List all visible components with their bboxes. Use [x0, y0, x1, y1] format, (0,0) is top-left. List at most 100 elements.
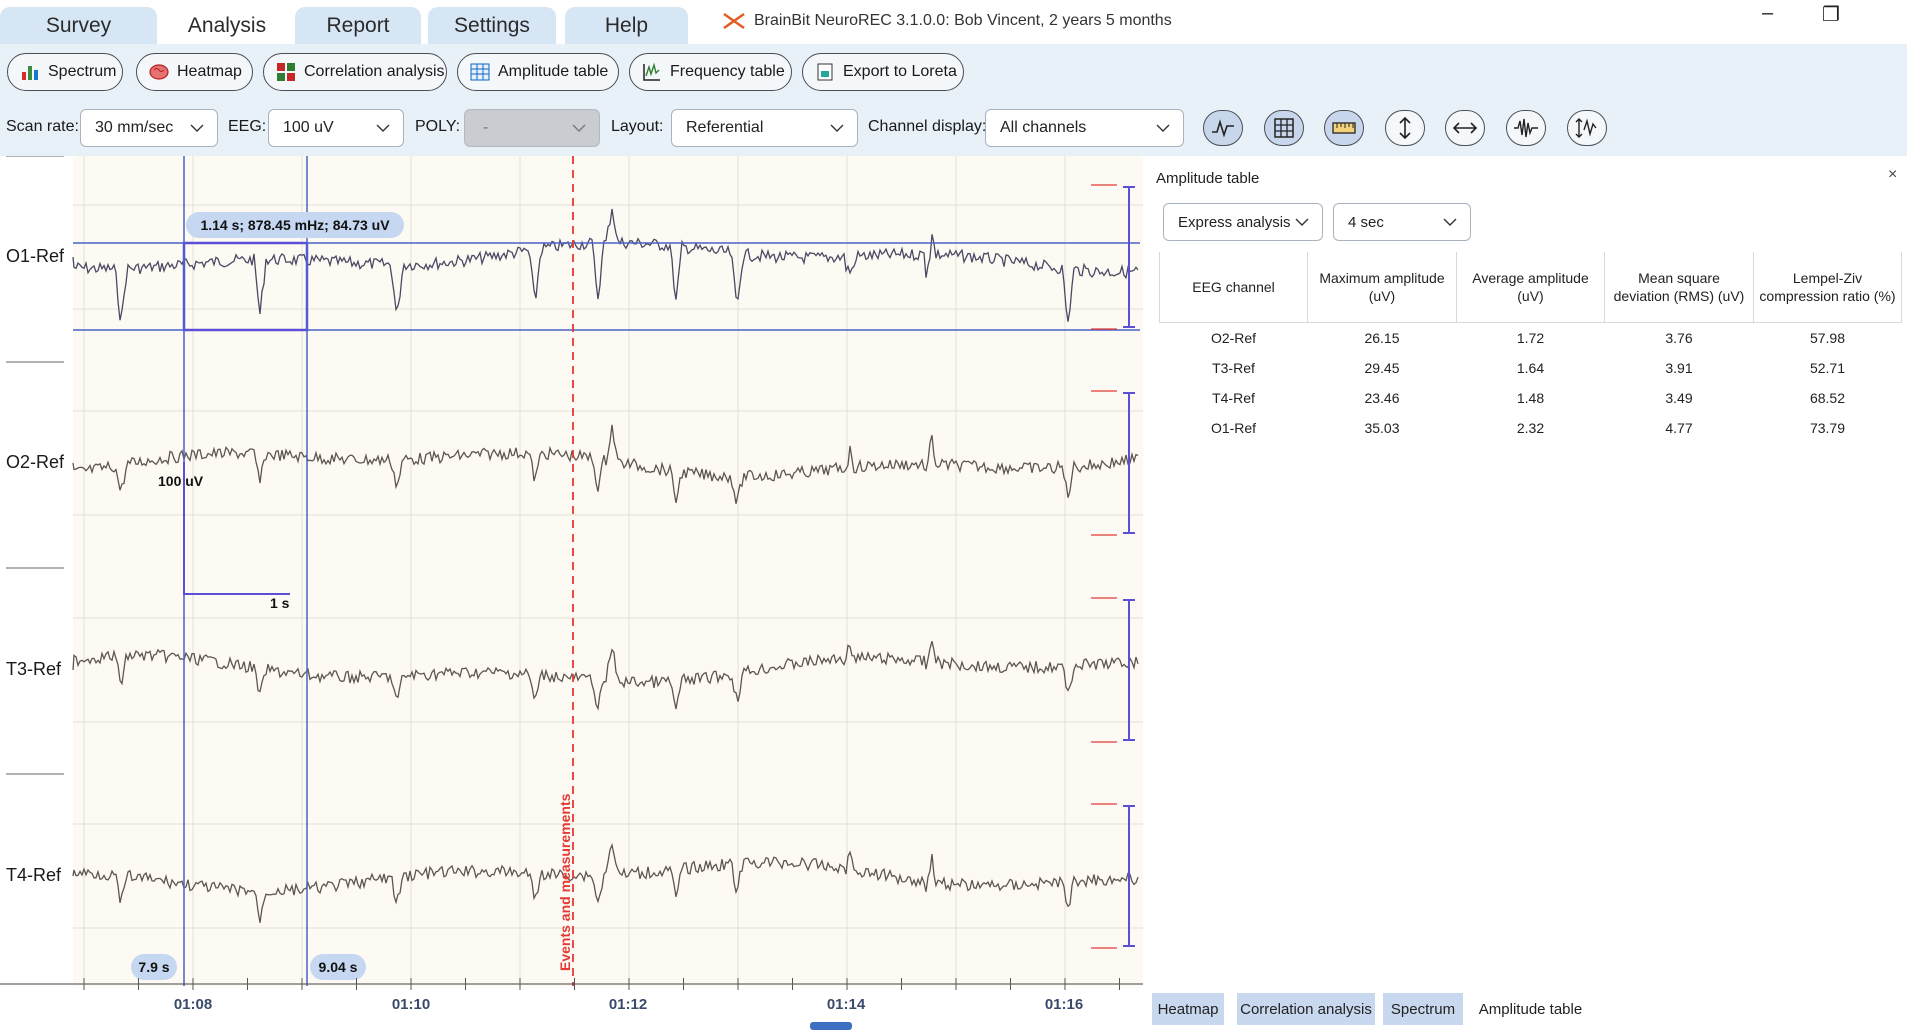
eeg-traces: [72, 208, 1139, 923]
scan-rate-select[interactable]: 30 mm/sec: [80, 109, 218, 147]
table-cell: 26.15: [1364, 330, 1400, 346]
bottom-tab-correlation[interactable]: Correlation analysis: [1237, 993, 1375, 1025]
channel-display-select[interactable]: All channels: [985, 109, 1184, 147]
table-cell: O2-Ref: [1210, 330, 1257, 346]
chevron-down-icon: [1443, 218, 1457, 226]
analysis-mode-select[interactable]: Express analysis: [1163, 203, 1323, 241]
scan-rate-label: Scan rate:: [6, 118, 79, 135]
ruler-icon: [1332, 122, 1356, 134]
amplitude-table-button[interactable]: Amplitude table: [457, 53, 619, 91]
correlation-analysis-button[interactable]: Correlation analysis: [263, 53, 447, 91]
minimize-button[interactable]: –: [1762, 2, 1774, 24]
waveform-icon: [1212, 119, 1234, 138]
amplitude-scale-button[interactable]: [1567, 110, 1607, 146]
bottom-tab-spectrum[interactable]: Spectrum: [1383, 993, 1463, 1025]
table-cell: 2.32: [1516, 420, 1545, 436]
table-cell: 1.72: [1516, 330, 1545, 346]
amplitude-arrows-icon: [1575, 118, 1597, 138]
cursor-right-time: 9.04 s: [319, 959, 358, 975]
bar-chart-icon: [22, 66, 38, 80]
channel-label-o1: O1-Ref: [6, 246, 65, 266]
ruler-button[interactable]: [1324, 110, 1364, 146]
spectrum-button[interactable]: Spectrum: [7, 53, 123, 91]
channel-label-t4: T4-Ref: [6, 865, 62, 885]
table-row[interactable]: O1-Ref 35.03 2.32 4.77 73.79: [1160, 413, 1902, 443]
eeg-trace: [72, 424, 1139, 504]
table-cell: T4-Ref: [1212, 390, 1255, 406]
column-header[interactable]: Average amplitude (uV): [1456, 252, 1605, 323]
spike-detection-button[interactable]: [1506, 110, 1546, 146]
correlation-button-label: Correlation analysis: [304, 63, 445, 80]
time-tick-label: 01:10: [392, 996, 430, 1013]
waveform-mode-button[interactable]: [1203, 110, 1243, 146]
channel-label-t3: T3-Ref: [6, 659, 62, 679]
table-row[interactable]: T3-Ref 29.45 1.64 3.91 52.71: [1160, 353, 1902, 383]
column-header[interactable]: EEG channel: [1159, 252, 1308, 323]
column-header[interactable]: Lempel-Ziv compression ratio (%): [1753, 252, 1902, 323]
table-cell: 35.03: [1364, 420, 1400, 436]
panel-title: Amplitude table: [1156, 170, 1260, 187]
eeg-trace: [72, 641, 1139, 711]
table-cell: 68.52: [1809, 390, 1846, 406]
column-header[interactable]: Maximum amplitude (uV): [1307, 252, 1457, 323]
horizontal-scale-button[interactable]: [1445, 110, 1485, 146]
channel-label-o2: O2-Ref: [6, 452, 65, 472]
plot-background: [73, 156, 1143, 986]
table-cell: 3.76: [1665, 330, 1693, 346]
spectrum-button-label: Spectrum: [48, 63, 117, 80]
tab-report[interactable]: Report: [295, 7, 421, 44]
table-cell: T3-Ref: [1212, 360, 1255, 376]
chevron-down-icon: [376, 124, 390, 132]
measurement-text: 1.14 s; 878.45 mHz; 84.73 uV: [200, 217, 390, 233]
tab-survey[interactable]: Survey: [0, 7, 157, 44]
layout-label: Layout:: [611, 118, 664, 135]
close-icon[interactable]: ×: [1888, 166, 1898, 183]
eeg-trace: [72, 208, 1139, 322]
time-tick-label: 01:14: [827, 996, 866, 1013]
frequency-button-label: Frequency table: [670, 63, 785, 80]
cursor-right-time-badge: [310, 954, 366, 980]
timeline-scroll-thumb[interactable]: [810, 1022, 852, 1030]
poly-label: POLY:: [415, 118, 461, 135]
heatmap-button[interactable]: Heatmap: [136, 53, 253, 91]
table-row[interactable]: T4-Ref 23.46 1.48 3.49 68.52: [1160, 383, 1902, 413]
column-header[interactable]: Mean square deviation (RMS) (uV): [1604, 252, 1754, 323]
calibration-scale: [183, 462, 290, 595]
heatmap-button-label: Heatmap: [177, 63, 242, 80]
time-tick-label: 01:12: [609, 996, 647, 1013]
table-cell: 73.79: [1809, 420, 1846, 436]
grid-toggle-button[interactable]: [1264, 110, 1304, 146]
app-title-text: BrainBit NeuroREC 3.1.0.0: Bob Vincent, …: [754, 12, 1172, 29]
poly-select[interactable]: -: [464, 109, 600, 147]
chevron-down-icon: [830, 124, 844, 132]
export-button-label: Export to Loreta: [843, 63, 957, 80]
eeg-canvas[interactable]: 1.14 s; 878.45 mHz; 84.73 uV 100 uV 1 s …: [0, 156, 1143, 1030]
tab-analysis[interactable]: Analysis: [165, 7, 289, 44]
frequency-table-button[interactable]: Frequency table: [629, 53, 792, 91]
vertical-gridlines: [83, 156, 1066, 984]
brain-icon: [149, 64, 169, 80]
table-row[interactable]: O2-Ref 26.15 1.72 3.76 57.98: [1160, 323, 1902, 354]
tab-help[interactable]: Help: [565, 7, 688, 44]
vertical-scale-button[interactable]: [1385, 110, 1425, 146]
correlation-matrix-icon: [277, 63, 295, 81]
table-cell: 29.45: [1364, 360, 1400, 376]
export-loreta-button[interactable]: Export to Loreta: [802, 53, 964, 91]
chevron-down-icon: [190, 124, 204, 132]
amplitude-button-label: Amplitude table: [498, 63, 609, 80]
scale-time-label: 1 s: [270, 595, 290, 611]
bottom-tab-amplitude-table[interactable]: Amplitude table: [1473, 993, 1588, 1025]
layout-select[interactable]: Referential: [671, 109, 858, 147]
eeg-trace: [72, 842, 1139, 923]
bottom-tab-heatmap[interactable]: Heatmap: [1152, 993, 1224, 1025]
maximize-button[interactable]: ❐: [1822, 4, 1840, 26]
table-cell: 4.77: [1665, 420, 1693, 436]
table-cell: 1.64: [1516, 360, 1545, 376]
tab-settings[interactable]: Settings: [428, 7, 556, 44]
layout-value: Referential: [686, 119, 764, 136]
eeg-sensitivity-select[interactable]: 100 uV: [268, 109, 404, 147]
time-tick-label: 01:08: [174, 996, 212, 1013]
eeg-label: EEG:: [228, 118, 267, 135]
window-length-select[interactable]: 4 sec: [1333, 203, 1471, 241]
table-cell: 23.46: [1364, 390, 1400, 406]
